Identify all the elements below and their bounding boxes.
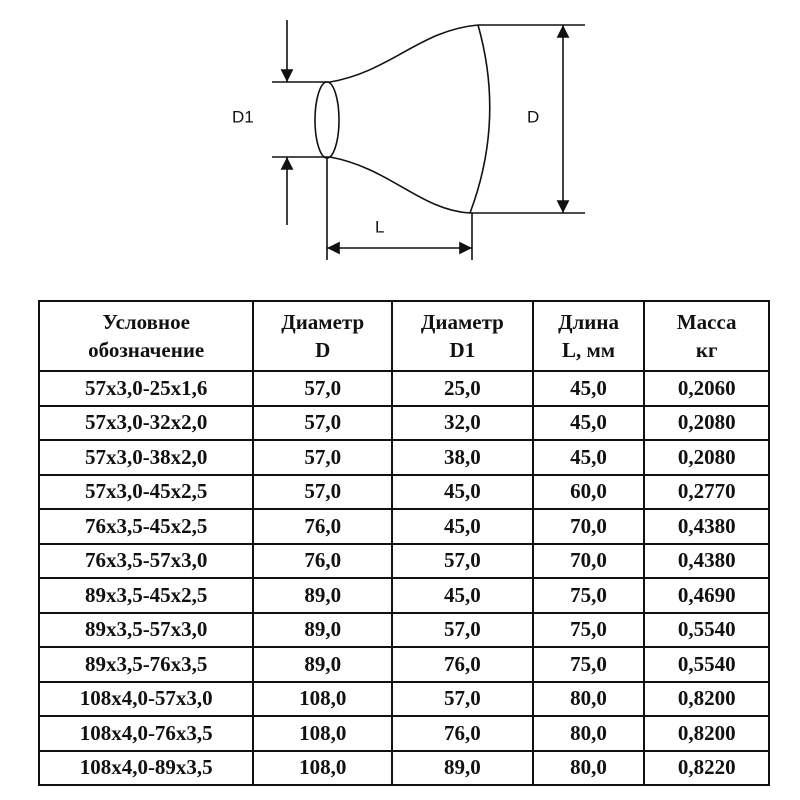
table-cell: 89x3,5-57x3,0 [37,611,255,648]
table-cell: 0,2770 [643,473,770,510]
table-row: 76x3,5-45x2,5 76,0 45,0 70,0 0,4380 [37,508,770,545]
table-cell: 60,0 [531,473,646,510]
table-cell: 75,0 [531,611,646,648]
table-cell: 45,0 [531,370,646,407]
table-cell: 75,0 [531,577,646,614]
table-cell: 89x3,5-45x2,5 [37,577,255,614]
table-row: 108x4,0-89x3,5 108,0 89,0 80,0 0,8220 [37,749,770,786]
header-text: Условное [102,310,190,334]
table-cell: 57,0 [252,404,394,441]
table-row: 89x3,5-76x3,5 89,0 76,0 75,0 0,5540 [37,646,770,683]
table-cell: 89x3,5-76x3,5 [37,646,255,683]
table-cell: 57x3,0-38x2,0 [37,439,255,476]
table-cell: 108,0 [252,680,394,717]
spec-table: Условное обозначение Диаметр D Диаметр D1 Длин… [37,300,770,786]
table-cell: 0,2080 [643,404,770,441]
table-cell: 0,2080 [643,439,770,476]
small-end [314,81,340,159]
body-top [329,24,479,83]
header-cell: Диаметр D1 [391,300,534,372]
table-cell: 38,0 [391,439,534,476]
label-d: D [527,107,539,126]
table-cell: 89,0 [252,646,394,683]
table-cell: 57,0 [252,439,394,476]
table-row: 108x4,0-57x3,0 108,0 57,0 80,0 0,8200 [37,680,770,717]
table-cell: 0,8220 [643,749,770,786]
header-text: D1 [449,338,476,362]
table-cell: 57,0 [391,680,534,717]
table-cell: 25,0 [391,370,534,407]
table-cell: 70,0 [531,508,646,545]
header-cell: Длина L, мм [531,300,646,372]
table-cell: 76,0 [391,646,534,683]
table-cell: 80,0 [531,680,646,717]
label-d1: D1 [232,107,254,126]
table-row: 57x3,0-45x2,5 57,0 45,0 60,0 0,2770 [37,473,770,510]
header-text: D [315,338,331,362]
table-row: 89x3,5-45x2,5 89,0 45,0 75,0 0,4690 [37,577,770,614]
table-cell: 76,0 [252,508,394,545]
table-cell: 45,0 [531,439,646,476]
table-cell: 0,4690 [643,577,770,614]
table-cell: 76x3,5-57x3,0 [37,542,255,579]
table-cell: 76,0 [391,715,534,752]
table-cell: 0,5540 [643,611,770,648]
table-row: 57x3,0-25x1,6 57,0 25,0 45,0 0,2060 [37,370,770,407]
table-cell: 0,8200 [643,715,770,752]
body-bottom [329,156,471,214]
table-cell: 57x3,0-25x1,6 [37,370,255,407]
table-cell: 57,0 [391,611,534,648]
table-cell: 89,0 [252,577,394,614]
table-cell: 45,0 [391,508,534,545]
table-cell: 70,0 [531,542,646,579]
table-cell: 75,0 [531,646,646,683]
header-text: Масса [676,310,737,334]
header-row: Условное обозначение Диаметр D Диаметр D1 Длин… [37,300,770,372]
table-cell: 76x3,5-45x2,5 [37,508,255,545]
table-cell: 108x4,0-76x3,5 [37,715,255,752]
table-cell: 89,0 [391,749,534,786]
table-cell: 45,0 [531,404,646,441]
header-text: кг [695,338,718,362]
table-cell: 32,0 [391,404,534,441]
table-cell: 80,0 [531,749,646,786]
header-cell: Условное обозначение [37,300,255,372]
table-cell: 108x4,0-89x3,5 [37,749,255,786]
header-cell: Масса кг [643,300,770,372]
table-cell: 0,2060 [643,370,770,407]
table-cell: 89,0 [252,611,394,648]
table-row: 76x3,5-57x3,0 76,0 57,0 70,0 0,4380 [37,542,770,579]
header-cell: Диаметр D [252,300,394,372]
table-cell: 108,0 [252,715,394,752]
table-cell: 57,0 [252,370,394,407]
large-end [469,24,491,214]
header-text: Диаметр [420,310,504,334]
table-cell: 108,0 [252,749,394,786]
table-cell: 0,4380 [643,508,770,545]
table-cell: 80,0 [531,715,646,752]
table-cell: 57,0 [391,542,534,579]
header-text: L, мм [561,338,616,362]
table-cell: 57x3,0-45x2,5 [37,473,255,510]
table-cell: 0,5540 [643,646,770,683]
table-cell: 57x3,0-32x2,0 [37,404,255,441]
table-cell: 0,4380 [643,542,770,579]
table-cell: 76,0 [252,542,394,579]
reducer-diagram: D1 D L [232,20,585,260]
table-row: 57x3,0-38x2,0 57,0 38,0 45,0 0,2080 [37,439,770,476]
table-row: 89x3,5-57x3,0 89,0 57,0 75,0 0,5540 [37,611,770,648]
table-row: 57x3,0-32x2,0 57,0 32,0 45,0 0,2080 [37,404,770,441]
table-cell: 45,0 [391,473,534,510]
label-l: L [375,217,384,236]
table-row: 108x4,0-76x3,5 108,0 76,0 80,0 0,8200 [37,715,770,752]
header-text: обозначение [88,338,205,362]
table-cell: 108x4,0-57x3,0 [37,680,255,717]
table-cell: 0,8200 [643,680,770,717]
header-text: Длина [558,310,619,334]
table-cell: 57,0 [252,473,394,510]
header-text: Диаметр [281,310,365,334]
table-cell: 45,0 [391,577,534,614]
